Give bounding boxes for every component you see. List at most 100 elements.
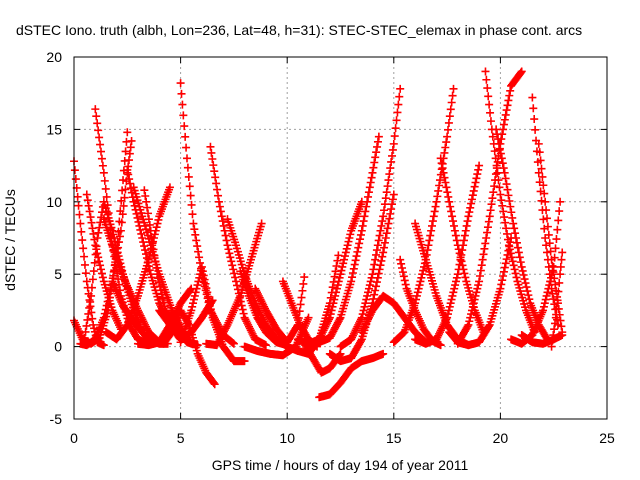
x-tick-label: 25 [599,430,615,446]
data-point [556,197,565,206]
data-point [354,243,363,252]
data-point [452,236,461,245]
data-point [344,237,353,246]
y-tick-label: 20 [46,49,62,65]
data-point [147,232,156,241]
data-point [187,306,196,315]
data-point [482,234,491,242]
data-point [445,112,454,121]
data-point [330,295,339,304]
data-point [252,286,261,295]
data-point [489,188,498,197]
data-point [374,236,383,245]
data-point [479,250,488,259]
data-point [499,207,508,216]
data-point [364,313,373,322]
data-point [503,235,512,244]
data-point [451,277,460,286]
data-point [188,210,197,219]
data-point [367,273,376,282]
data-point [528,93,537,102]
data-point [205,296,214,305]
data-point [99,313,108,322]
data-point [365,183,374,192]
data-point [444,192,453,201]
data-point [518,266,527,275]
data-point [462,221,471,230]
data-point [142,250,151,259]
data-point [517,262,526,271]
data-series [336,84,405,351]
data-point [242,317,251,326]
data-point [93,249,102,258]
data-point [95,133,104,142]
data-point [440,319,449,328]
data-point [362,202,371,211]
data-point [517,67,526,76]
data-point [539,181,548,190]
data-point [248,329,257,338]
data-point [331,291,340,300]
data-point [477,261,486,270]
data-point [504,191,513,200]
data-point [463,322,472,331]
data-point [509,219,518,228]
data-series [315,132,383,347]
data-point [491,170,500,179]
data-point [461,273,470,282]
data-point [155,278,164,287]
data-point [508,257,517,266]
data-point [525,295,534,304]
data-point [213,185,222,194]
data-point [348,268,357,277]
data-point [336,349,345,358]
data-point [358,310,367,319]
data-point [445,302,454,311]
data-point [512,238,521,247]
data-point [153,270,162,279]
data-point [453,270,462,279]
data-point [83,315,92,324]
data-point [433,333,442,342]
data-point [357,226,366,235]
data-point [467,199,476,208]
data-point [471,291,480,300]
data-point [540,189,549,198]
data-point [366,277,375,286]
data-point [390,132,399,141]
data-point [400,276,409,285]
data-point [363,317,372,326]
data-point [434,331,443,340]
data-point [230,269,239,278]
data-point [178,100,187,109]
data-point [231,273,240,282]
data-point [259,300,268,309]
data-point [339,259,348,268]
data-point [558,331,567,340]
data-point [557,322,566,331]
data-point [75,210,84,219]
data-point [252,288,261,297]
data-point [140,242,149,251]
data-point [342,244,351,253]
data-point [503,229,512,238]
data-point [139,317,148,326]
data-point [181,132,190,141]
data-point [205,300,214,309]
data-point [352,324,361,333]
data-point [459,265,468,274]
data-point [549,331,558,340]
data-point [204,292,213,301]
data-point [467,195,476,204]
data-point [508,213,517,222]
data-point [370,290,379,299]
data-point [436,326,445,335]
data-point [450,284,459,293]
data-point [543,288,552,297]
data-point [82,190,91,199]
data-point [227,257,236,266]
data-point [552,304,561,313]
data-point [372,250,381,259]
data-point [386,164,395,173]
data-point [332,261,341,270]
